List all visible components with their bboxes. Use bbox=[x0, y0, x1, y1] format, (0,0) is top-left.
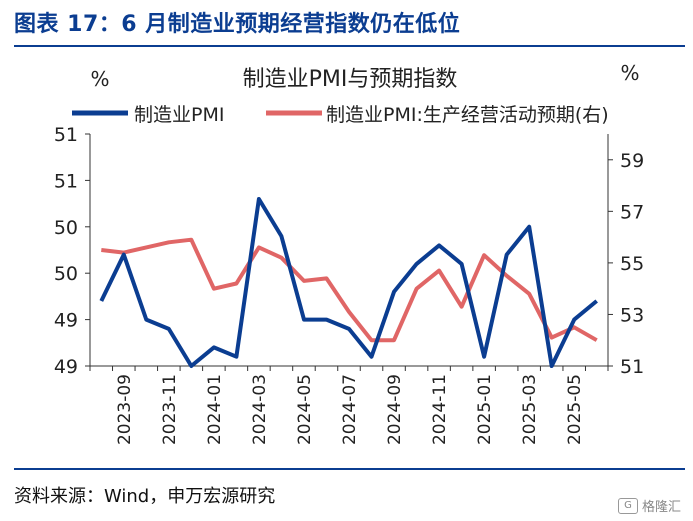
x-tick-label: 2025-01 bbox=[475, 374, 495, 445]
left-tick-label: 51 bbox=[54, 170, 78, 192]
left-tick-label: 49 bbox=[54, 310, 78, 332]
source-note: 资料来源：Wind，申万宏源研究 bbox=[14, 486, 276, 507]
x-tick-label: 2024-01 bbox=[205, 374, 225, 445]
left-unit-label: % bbox=[90, 67, 109, 91]
x-tick-label: 2024-07 bbox=[340, 374, 360, 445]
series-line-pmi bbox=[99, 197, 598, 368]
x-tick-label: 2024-11 bbox=[430, 374, 450, 445]
watermark-text: 格隆汇 bbox=[641, 500, 681, 515]
right-unit-label: % bbox=[620, 61, 639, 85]
right-tick-label: 55 bbox=[620, 253, 644, 275]
watermark: G 格隆汇 bbox=[617, 496, 681, 515]
left-tick-label: 51 bbox=[54, 124, 78, 146]
x-tick-label: 2025-03 bbox=[520, 374, 540, 445]
x-tick-label: 2024-03 bbox=[250, 374, 270, 445]
right-tick-label: 51 bbox=[620, 356, 644, 378]
left-tick-label: 49 bbox=[54, 356, 78, 378]
right-tick-label: 59 bbox=[620, 150, 644, 172]
legend: 制造业PMI 制造业PMI:生产经营活动预期(右) bbox=[72, 104, 609, 126]
left-tick-label: 50 bbox=[54, 217, 78, 239]
legend-label-expectation: 制造业PMI:生产经营活动预期(右) bbox=[326, 104, 609, 126]
x-tick-label: 2024-09 bbox=[385, 374, 405, 445]
x-tick-label: 2025-05 bbox=[565, 374, 585, 445]
x-tick-label: 2023-09 bbox=[115, 374, 135, 445]
right-tick-label: 53 bbox=[620, 304, 644, 326]
legend-label-pmi: 制造业PMI bbox=[134, 104, 224, 126]
series-line-expectation bbox=[101, 237, 598, 343]
right-tick-label: 57 bbox=[620, 201, 644, 223]
watermark-logo-icon: G bbox=[617, 497, 638, 514]
source-rule bbox=[14, 468, 685, 470]
figure-title: 图表 17：6 月制造业预期经营指数仍在低位 bbox=[14, 12, 461, 37]
chart-title: 制造业PMI与预期指数 bbox=[243, 67, 458, 92]
x-tick-label: 2024-05 bbox=[295, 374, 315, 445]
left-tick-label: 50 bbox=[54, 263, 78, 285]
x-tick-label: 2023-11 bbox=[160, 374, 180, 445]
title-rule bbox=[14, 45, 685, 47]
line-chart: 49 49 50 50 51 51 51 53 55 57 59 2023-09 2023-11 2024… bbox=[54, 61, 644, 445]
